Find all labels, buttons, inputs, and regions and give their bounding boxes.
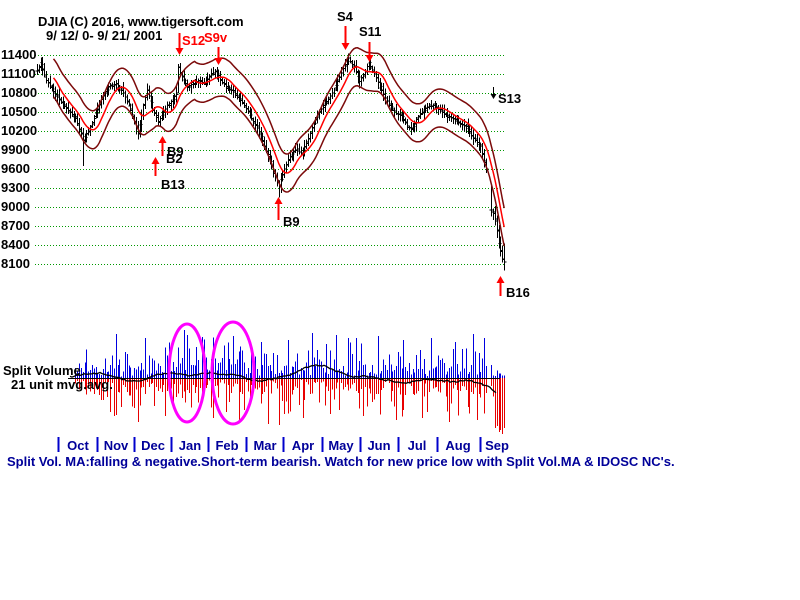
date-range-label: 9/ 12/ 0- 9/ 21/ 2001 bbox=[46, 28, 163, 43]
signal-label-S13: S13 bbox=[498, 91, 522, 106]
month-label-jan: Jan bbox=[178, 438, 202, 453]
signal-arrow-head-B2 bbox=[151, 157, 160, 164]
ohlc-open-close-ticks bbox=[35, 57, 507, 263]
price-tick-8400: 8400 bbox=[1, 236, 30, 252]
highlight-ellipse-2 bbox=[210, 320, 256, 426]
price-tick-9600: 9600 bbox=[1, 160, 30, 176]
volume-pane-title: Split Volume bbox=[3, 363, 81, 378]
upper-band-line bbox=[52, 47, 505, 209]
month-label-oct: Oct bbox=[67, 438, 89, 453]
signal-arrow-head-S9v bbox=[214, 58, 223, 65]
signal-label-S9v: S9v bbox=[204, 30, 228, 45]
analysis-note: Split Vol. MA:falling & negative.Short-t… bbox=[7, 454, 675, 469]
month-label-apr: Apr bbox=[291, 438, 315, 453]
price-tick-10200: 10200 bbox=[1, 122, 38, 138]
signal-arrow-head-S12 bbox=[175, 48, 184, 55]
signal-label-B2: B2 bbox=[166, 151, 183, 166]
price-tick-9900: 9900 bbox=[1, 141, 30, 157]
month-label-mar: Mar bbox=[253, 438, 277, 453]
signal-label-S11: S11 bbox=[359, 24, 382, 39]
month-ticks bbox=[57, 437, 482, 452]
price-tick-11400: 11400 bbox=[1, 47, 37, 62]
volume-ma-label: 21 unit mvg.avg. bbox=[11, 377, 113, 392]
lower-band-line bbox=[52, 85, 505, 247]
month-label-aug: Aug bbox=[445, 438, 471, 453]
signal-arrow-head-S13 bbox=[490, 94, 497, 99]
price-tick-10500: 10500 bbox=[1, 103, 38, 119]
signal-arrow-head-S11 bbox=[365, 55, 374, 62]
month-label-jul: Jul bbox=[407, 438, 427, 453]
signal-arrow-head-B9 bbox=[158, 136, 167, 143]
volume-ma-line bbox=[69, 364, 497, 394]
copyright-label: (C) 2016, www.tigersoft.com bbox=[70, 14, 244, 29]
price-tick-9300: 9300 bbox=[1, 179, 30, 195]
signal-label-S4: S4 bbox=[337, 9, 353, 24]
signal-label-B9: B9 bbox=[167, 144, 184, 159]
month-label-dec: Dec bbox=[141, 438, 165, 453]
symbol-label: DJIA bbox=[38, 14, 68, 29]
month-label-may: May bbox=[328, 438, 354, 453]
signal-label-B9: B9 bbox=[283, 214, 300, 229]
signal-arrow-head-B16 bbox=[496, 276, 505, 283]
signal-arrow-head-B9 bbox=[274, 197, 283, 204]
up-volume-bars bbox=[75, 330, 505, 378]
month-label-sep: Sep bbox=[485, 438, 509, 453]
month-label-nov: Nov bbox=[103, 438, 129, 453]
signal-label-B13: B13 bbox=[161, 177, 185, 192]
price-tick-8700: 8700 bbox=[1, 217, 30, 233]
price-tick-11100: 11100 bbox=[1, 65, 36, 81]
down-volume-bars bbox=[75, 378, 505, 434]
signal-arrow-head-S4 bbox=[341, 43, 350, 50]
month-label-feb: Feb bbox=[215, 438, 239, 453]
month-label-jun: Jun bbox=[367, 438, 391, 453]
signal-label-S12: S12 bbox=[182, 33, 206, 48]
signal-label-B16: B16 bbox=[506, 285, 530, 300]
price-tick-8100: 8100 bbox=[1, 255, 30, 271]
price-tick-9000: 9000 bbox=[1, 198, 30, 214]
highlight-ellipse-1 bbox=[167, 322, 207, 424]
middle-ma-line bbox=[52, 66, 505, 228]
price-tick-10800: 10800 bbox=[1, 84, 38, 100]
